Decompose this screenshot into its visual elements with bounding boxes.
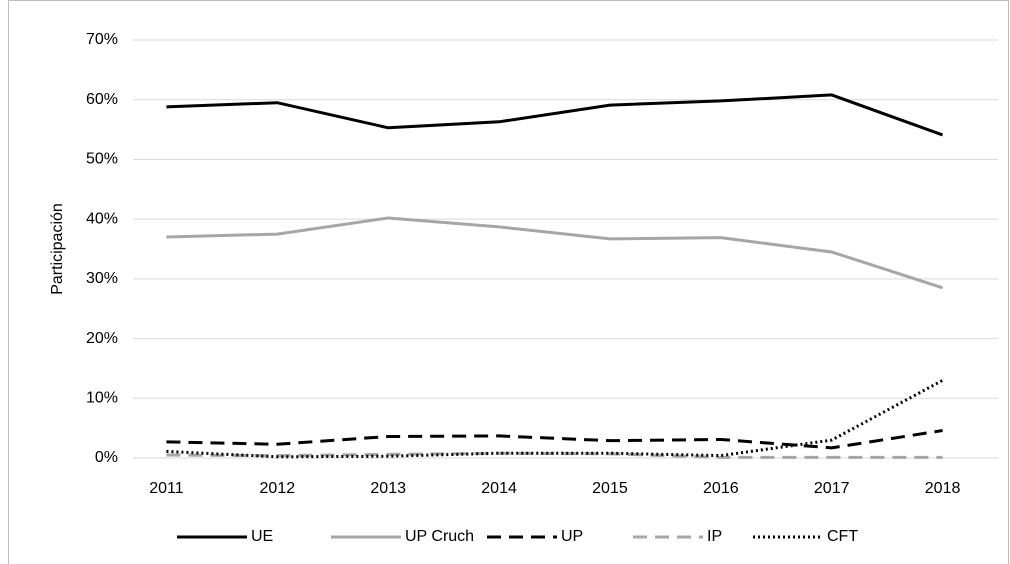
chart-border bbox=[8, 0, 1009, 564]
y-tick-label: 50% bbox=[86, 151, 118, 168]
x-tick-label: 2017 bbox=[814, 480, 850, 497]
x-tick-label: 2011 bbox=[149, 480, 184, 497]
x-tick-label: 2018 bbox=[925, 480, 961, 497]
series-line bbox=[166, 429, 943, 450]
legend-label: UP Cruch bbox=[405, 528, 474, 545]
x-tick-label: 2015 bbox=[592, 480, 628, 497]
x-tick-label: 2016 bbox=[703, 480, 739, 497]
series-line bbox=[166, 451, 943, 459]
series-line bbox=[166, 93, 944, 137]
x-tick-label: 2012 bbox=[260, 480, 296, 497]
y-tick-label: 70% bbox=[86, 31, 118, 48]
y-tick-label: 60% bbox=[86, 91, 118, 108]
y-tick-label: 20% bbox=[86, 330, 118, 347]
y-tick-label: 30% bbox=[86, 270, 118, 287]
legend-label: CFT bbox=[827, 528, 858, 545]
legend-label: UP bbox=[561, 528, 583, 545]
legend-label: IP bbox=[707, 528, 722, 545]
legend-label: UE bbox=[251, 528, 273, 545]
y-tick-label: 10% bbox=[86, 390, 118, 407]
series-line bbox=[166, 216, 944, 290]
y-axis-label: Participación bbox=[49, 203, 66, 295]
y-tick-label: 0% bbox=[95, 449, 118, 466]
y-tick-label: 40% bbox=[86, 210, 118, 227]
x-tick-label: 2014 bbox=[481, 480, 517, 497]
x-tick-label: 2013 bbox=[370, 480, 406, 497]
